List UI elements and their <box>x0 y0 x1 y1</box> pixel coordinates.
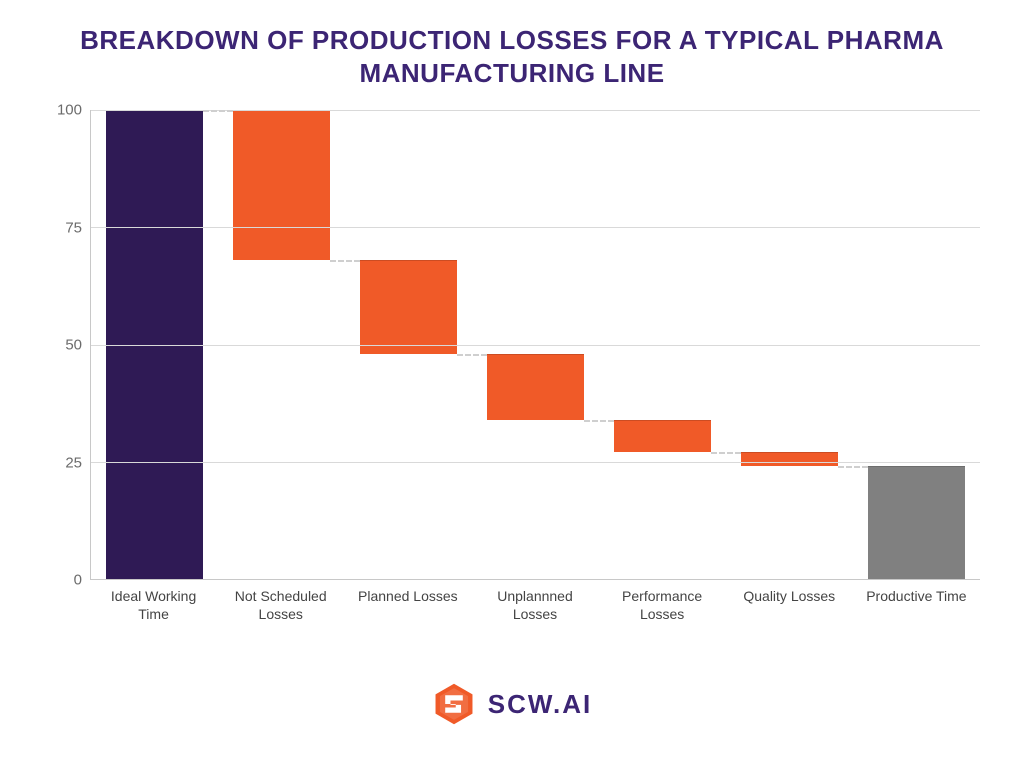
waterfall-chart: 0255075100 Ideal Working TimeNot Schedul… <box>50 110 980 580</box>
bar <box>233 110 330 260</box>
logo: SCW.AI <box>0 682 1024 726</box>
x-tick-label: Ideal Working Time <box>90 588 217 623</box>
connector-line <box>711 452 741 454</box>
y-tick-label: 75 <box>65 219 82 236</box>
bar <box>741 452 838 466</box>
y-tick-label: 50 <box>65 337 82 354</box>
bar <box>360 260 457 354</box>
x-tick-label: Not Scheduled Losses <box>217 588 344 623</box>
connector-line <box>584 420 614 422</box>
connector-line <box>838 466 868 468</box>
y-tick-label: 100 <box>57 102 82 119</box>
bar <box>614 420 711 453</box>
gridline <box>91 462 980 463</box>
y-tick-label: 25 <box>65 454 82 471</box>
bar <box>487 354 584 420</box>
y-tick-label: 0 <box>74 572 82 589</box>
gridline <box>91 227 980 228</box>
x-tick-label: Planned Losses <box>344 588 471 623</box>
connector-line <box>203 110 233 112</box>
x-tick-label: Quality Losses <box>726 588 853 623</box>
connector-line <box>457 354 487 356</box>
logo-icon <box>432 682 476 726</box>
x-tick-label: Unplannned Losses <box>471 588 598 623</box>
x-tick-label: Productive Time <box>853 588 980 623</box>
logo-text: SCW.AI <box>488 689 592 720</box>
x-axis-labels: Ideal Working TimeNot Scheduled LossesPl… <box>90 580 980 623</box>
chart-title: BREAKDOWN OF PRODUCTION LOSSES FOR A TYP… <box>0 0 1024 99</box>
gridline <box>91 345 980 346</box>
connector-line <box>330 260 360 262</box>
bar <box>868 466 965 579</box>
x-tick-label: Performance Losses <box>599 588 726 623</box>
y-axis: 0255075100 <box>50 110 90 580</box>
plot-area <box>90 110 980 580</box>
